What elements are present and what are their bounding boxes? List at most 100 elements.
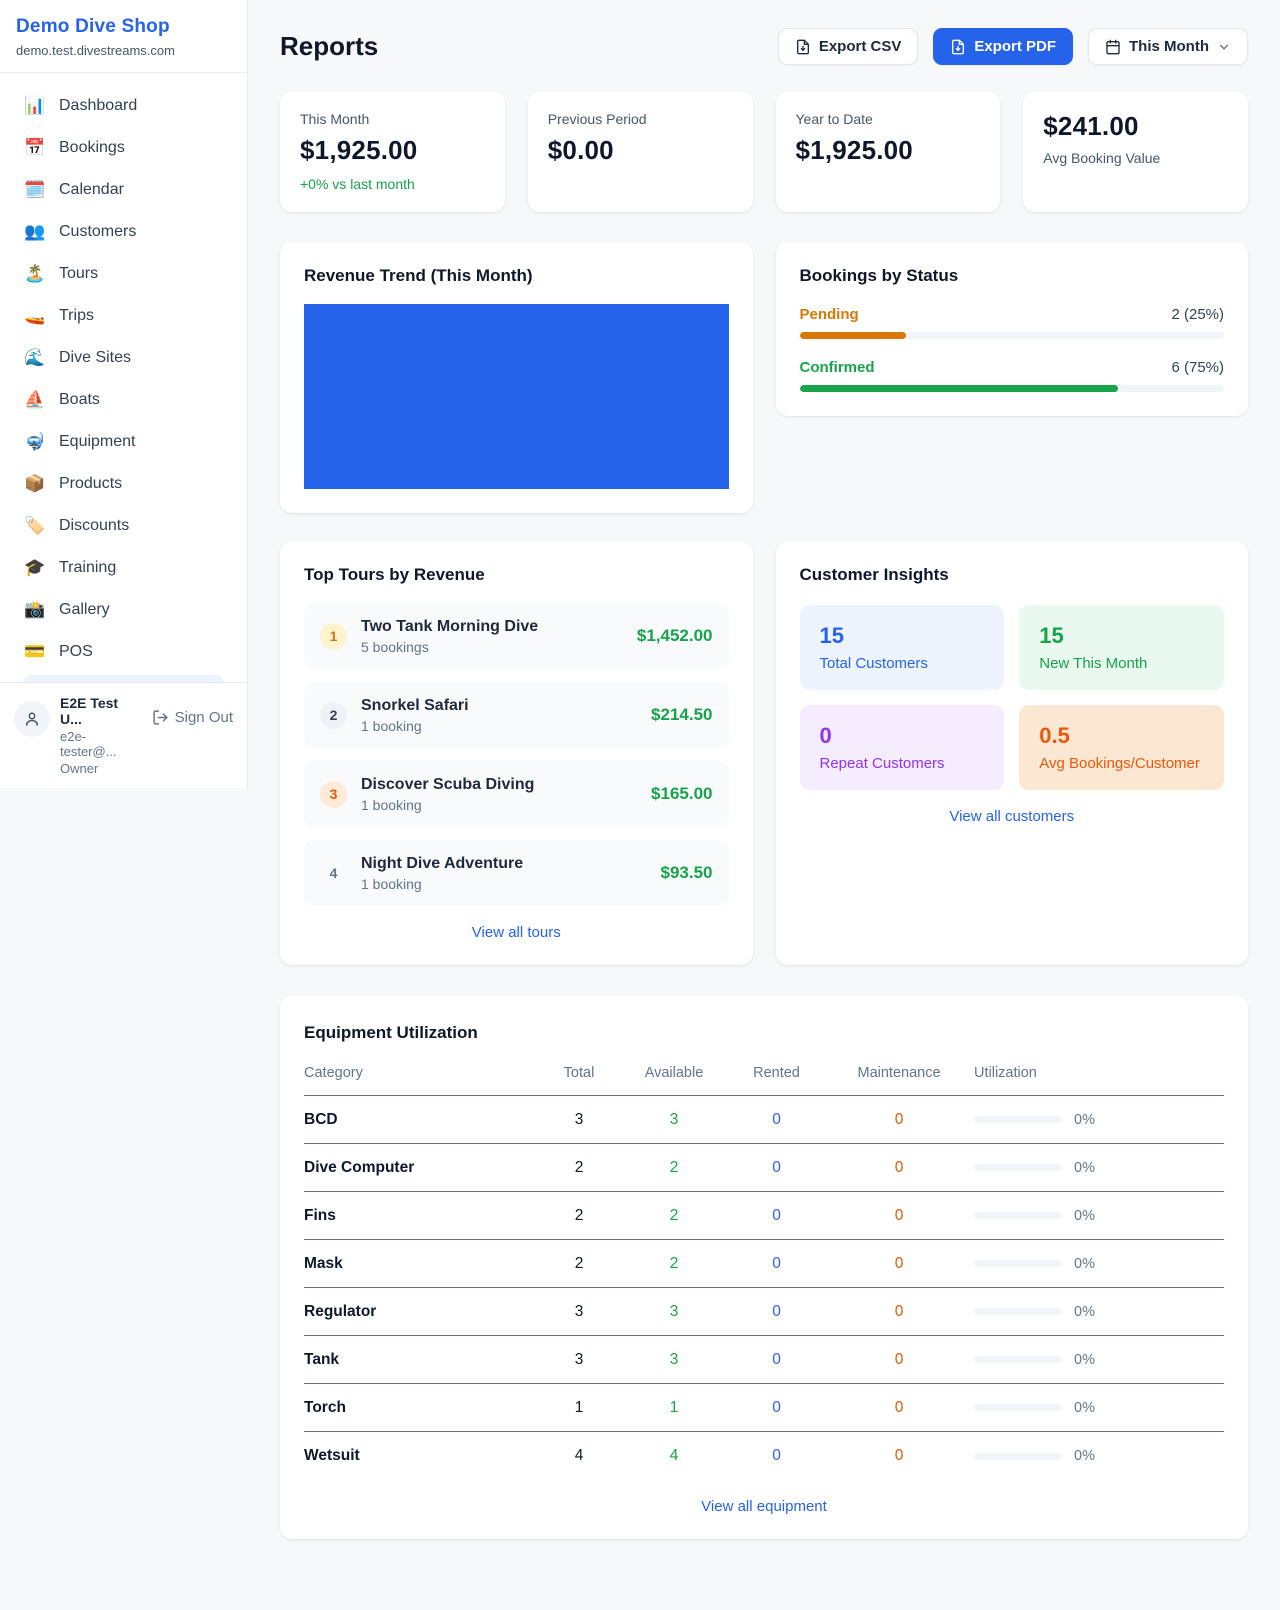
table-row: Mask 2 2 0 0 0% [304, 1240, 1224, 1288]
period-dropdown[interactable]: This Month [1088, 28, 1248, 65]
equipment-maintenance: 0 [894, 1158, 904, 1176]
status-bar-track [799, 385, 1224, 392]
tour-name: Snorkel Safari [361, 696, 469, 714]
utilization-percent: 0% [1074, 1399, 1095, 1416]
equipment-available: 4 [669, 1447, 679, 1464]
sidebar-item-equipment[interactable]: 🤿 Equipment [12, 423, 235, 461]
view-all-tours-link[interactable]: View all tours [471, 924, 561, 941]
sidebar-item-label: Customers [59, 223, 137, 240]
tile-value: 0.5 [1039, 723, 1070, 748]
table-row: Torch 1 1 0 0 0% [304, 1384, 1224, 1432]
sidebar-item-label: Tours [59, 265, 99, 282]
sidebar-item-tours[interactable]: 🏝️ Tours [12, 255, 235, 293]
col-utilization: Utilization [974, 1065, 1037, 1081]
tour-bookings: 1 booking [361, 875, 422, 892]
bookings-icon: 📅 [24, 138, 46, 157]
sidebar-item-calendar[interactable]: 🗓️ Calendar [12, 171, 235, 209]
sidebar-item-label: Equipment [59, 433, 136, 450]
utilization-percent: 0% [1074, 1111, 1095, 1128]
brand: Demo Dive Shop demo.test.divestreams.com [0, 0, 247, 73]
user-box: E2E Test U... e2e-tester@... Owner Sign … [0, 682, 247, 788]
equipment-total: 3 [574, 1302, 584, 1320]
discounts-icon: 🏷️ [24, 516, 46, 535]
sidebar-item-label: POS [59, 643, 93, 660]
utilization-bar [974, 1164, 1062, 1171]
user-avatar [14, 701, 50, 737]
equipment-maintenance: 0 [894, 1350, 904, 1368]
equipment-available: 2 [669, 1158, 679, 1176]
sidebar-item-products[interactable]: 📦 Products [12, 465, 235, 503]
export-pdf-button[interactable]: Export PDF [933, 28, 1074, 65]
stat-value: $0.00 [547, 135, 614, 165]
utilization-percent: 0% [1074, 1207, 1095, 1224]
top-tours-title: Top Tours by Revenue [304, 565, 485, 584]
table-row: Dive Computer 2 2 0 0 0% [304, 1144, 1224, 1192]
equipment-total: 2 [574, 1254, 584, 1272]
equipment-category: Mask [304, 1254, 343, 1272]
sidebar-item-customers[interactable]: 👥 Customers [12, 213, 235, 251]
sidebar-item-trips[interactable]: 🚤 Trips [12, 297, 235, 335]
sidebar-item-label: Dive Sites [59, 349, 132, 366]
revenue-trend-card: Revenue Trend (This Month) [280, 242, 753, 513]
trips-icon: 🚤 [24, 306, 46, 325]
view-all-customers-link[interactable]: View all customers [949, 808, 1075, 825]
sidebar-item-gallery[interactable]: 📸 Gallery [12, 591, 235, 629]
rank-badge: 3 [320, 780, 347, 808]
sidebar-item-dive-sites[interactable]: 🌊 Dive Sites [12, 339, 235, 377]
equipment-category: Fins [304, 1206, 336, 1224]
sign-out-label: Sign Out [174, 709, 233, 726]
status-bar-fill [799, 385, 1118, 392]
equipment-utilization-title: Equipment Utilization [304, 1023, 478, 1042]
stat-card-avg-booking-value: $241.00 Avg Booking Value [1023, 91, 1248, 212]
tour-name: Night Dive Adventure [361, 854, 524, 872]
col-category: Category [304, 1065, 363, 1081]
status-row-confirmed: Confirmed 6 (75%) [799, 359, 1224, 392]
equipment-total: 2 [574, 1206, 584, 1224]
utilization-bar [974, 1356, 1062, 1363]
export-pdf-label: Export PDF [974, 38, 1057, 55]
stat-label: Year to Date [795, 111, 873, 127]
calendar-icon [1106, 39, 1120, 54]
rank-badge: 1 [320, 622, 347, 650]
person-icon [26, 712, 38, 726]
equipment-maintenance: 0 [894, 1302, 904, 1320]
tour-revenue: $93.50 [660, 863, 713, 882]
export-csv-button[interactable]: Export CSV [777, 28, 919, 65]
equipment-rented: 0 [772, 1398, 781, 1416]
main-content: Reports Export CSV Export PDF This Month… [248, 0, 1280, 1593]
sidebar-item-pos[interactable]: 💳 POS [12, 633, 235, 671]
table-row: Tank 3 3 0 0 0% [304, 1336, 1224, 1384]
sidebar-item-reports-partial[interactable] [24, 675, 223, 682]
sidebar-item-label: Trips [59, 307, 94, 324]
file-download-icon [796, 39, 809, 54]
stat-card-this-month: This Month $1,925.00 +0% vs last month [280, 91, 505, 212]
stat-card-previous-period: Previous Period $0.00 [527, 91, 753, 212]
status-label: Confirmed [799, 359, 875, 376]
sidebar-item-dashboard[interactable]: 📊 Dashboard [12, 87, 235, 125]
col-rented: Rented [753, 1065, 800, 1081]
tile-value: 15 [1039, 623, 1064, 648]
equipment-category: Wetsuit [304, 1447, 360, 1464]
view-all-equipment-link[interactable]: View all equipment [701, 1498, 827, 1515]
table-header: Category Total Available Rented Maintena… [304, 1065, 1224, 1096]
tour-bookings: 5 bookings [361, 638, 429, 655]
brand-domain: demo.test.divestreams.com [16, 43, 175, 58]
equipment-available: 3 [669, 1350, 679, 1368]
sidebar-item-training[interactable]: 🎓 Training [12, 549, 235, 587]
col-maintenance: Maintenance [857, 1065, 941, 1081]
stat-cards: This Month $1,925.00 +0% vs last month P… [280, 91, 1248, 212]
equipment-rented: 0 [772, 1158, 781, 1176]
sidebar-item-label: Calendar [59, 181, 124, 198]
rank-badge: 4 [329, 865, 338, 881]
sidebar-item-bookings[interactable]: 📅 Bookings [12, 129, 235, 167]
equipment-rented: 0 [772, 1302, 781, 1320]
equipment-icon: 🤿 [24, 432, 46, 451]
sidebar-item-boats[interactable]: ⛵ Boats [12, 381, 235, 419]
sign-out-button[interactable]: Sign Out [152, 709, 233, 726]
sidebar-item-discounts[interactable]: 🏷️ Discounts [12, 507, 235, 545]
boats-icon: ⛵ [24, 390, 46, 409]
stat-card-year-to-date: Year to Date $1,925.00 [775, 91, 1001, 212]
utilization-bar [974, 1308, 1062, 1315]
tile-avg-bookings: 0.5 Avg Bookings/Customer [1019, 705, 1224, 790]
equipment-total: 3 [574, 1350, 584, 1368]
